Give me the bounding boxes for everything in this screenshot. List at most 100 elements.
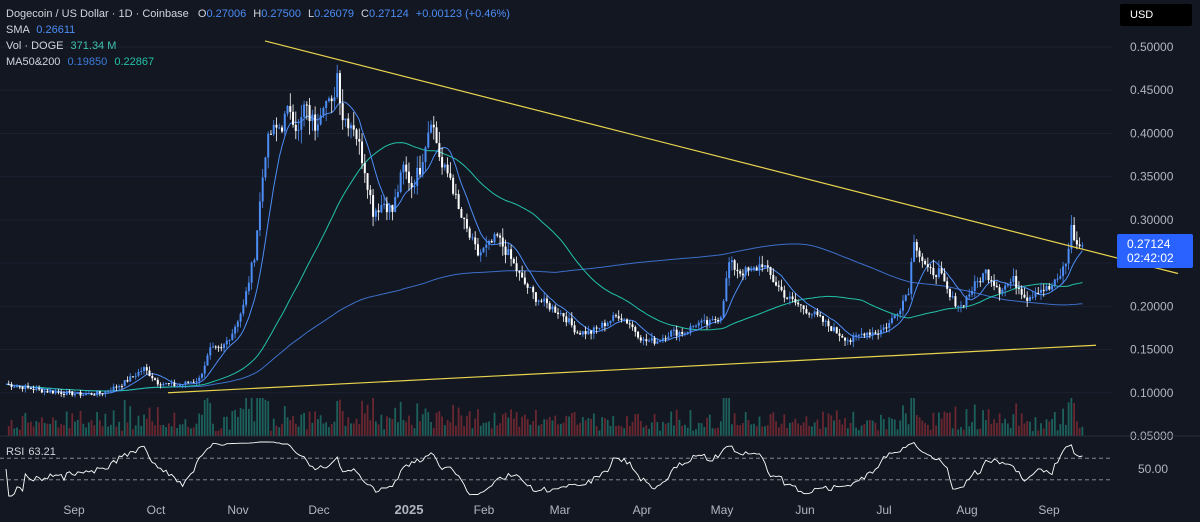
volume-bar [203, 400, 206, 436]
volume-bar [292, 415, 294, 436]
candle-body [984, 269, 987, 274]
candle-body [700, 320, 703, 323]
currency-button[interactable]: USD [1120, 4, 1192, 26]
candle-body [598, 327, 601, 329]
candle-body [562, 313, 565, 317]
candle-body [995, 285, 998, 288]
rsi-legend[interactable]: RSI 63.21 [6, 446, 56, 458]
volume-bar [408, 415, 410, 436]
rsi-label: RSI [6, 446, 25, 458]
candle-body [937, 268, 940, 277]
candle-body [1034, 292, 1037, 297]
volume-bar [788, 423, 791, 436]
candle-body [245, 291, 248, 305]
volume-bar [413, 428, 416, 436]
volume-bar [913, 398, 915, 436]
volume-bar [173, 412, 176, 436]
candle-body [835, 327, 838, 334]
volume-bar [846, 428, 849, 436]
volume-bar [777, 427, 780, 436]
candle-body [225, 340, 228, 345]
ma-row[interactable]: MA50&200 0.19850 0.22867 [6, 54, 510, 70]
volume-bar [764, 426, 766, 436]
volume-bar [325, 422, 328, 436]
volume-bar [499, 423, 501, 436]
candle-body [115, 386, 118, 388]
volume-bar [1034, 417, 1037, 436]
volume-bar [686, 427, 689, 436]
volume-bar [24, 413, 27, 436]
candle-body [278, 127, 281, 129]
volume-row[interactable]: Vol · DOGE 371.34 M [6, 38, 510, 54]
candle-body [819, 315, 822, 317]
volume-bar [557, 424, 559, 436]
volume-bar [250, 398, 253, 436]
candle-body [212, 346, 214, 348]
rsi-pane[interactable]: 50.00 [0, 441, 1168, 497]
sma-value: 0.26611 [36, 24, 76, 36]
candle-body [617, 316, 620, 319]
candle-body [612, 315, 615, 321]
candle-body [223, 344, 226, 348]
volume-bar [93, 425, 96, 436]
volume-bar [294, 423, 297, 436]
volume-bar [885, 429, 888, 436]
candle-body [797, 302, 800, 305]
volume-bar [485, 422, 488, 436]
candle-body [810, 314, 813, 316]
volume-bar [747, 420, 750, 436]
candle-body [515, 263, 518, 272]
candle-body [283, 113, 286, 132]
candle-body [706, 320, 709, 325]
volume-bar [358, 424, 361, 436]
candle-body [570, 318, 573, 326]
volume-bar [76, 419, 79, 436]
time-axis[interactable]: Sep Oct Nov Dec 2025 Feb Mar Apr May Jun Jul Aug Sep [63, 502, 1060, 517]
candle-body [769, 266, 772, 275]
candle-body [294, 124, 297, 131]
candle-body [637, 331, 640, 338]
volume-bar [664, 423, 667, 436]
candle-body [730, 260, 733, 263]
volume-bar [1012, 414, 1015, 436]
volume-bar [397, 422, 399, 436]
candle-body [485, 244, 488, 248]
candle-body [250, 262, 253, 283]
candle-body [868, 332, 871, 335]
candle-body [512, 259, 515, 264]
candle-body [421, 162, 424, 175]
candle-body [24, 385, 27, 390]
candle-body [131, 376, 134, 378]
volume-bar [355, 418, 358, 436]
volume-bar [402, 419, 405, 436]
candle-body [49, 390, 52, 393]
candle-body [932, 267, 935, 276]
sma-row[interactable]: SMA 0.26611 [6, 22, 510, 38]
candle-body [827, 320, 830, 327]
candle-body [998, 287, 1001, 294]
volume-bar [264, 399, 267, 436]
candle-body [786, 297, 789, 299]
volume-bar [835, 410, 838, 436]
candle-body [921, 256, 924, 261]
rsi-line [5, 441, 1083, 497]
volume-bar [303, 412, 305, 436]
volume-bar [910, 398, 913, 436]
volume-bar [170, 426, 173, 436]
volume-bar [283, 406, 286, 436]
volume-bar [849, 422, 852, 436]
candle-body [548, 303, 551, 310]
symbol-title[interactable]: Dogecoin / US Dollar · 1D · Coinbase [6, 8, 189, 20]
last-price-value: 0.27124 [1127, 237, 1171, 251]
candle-body [275, 124, 278, 128]
volume-bar [612, 416, 615, 436]
candle-body [272, 124, 275, 135]
candle-body [554, 306, 557, 313]
volume-bar [995, 423, 998, 436]
trendlines[interactable] [167, 40, 1179, 394]
time-tick-label: Aug [956, 503, 977, 517]
candle-body [915, 242, 918, 251]
volume-bar [140, 425, 143, 436]
candles [7, 64, 1084, 399]
